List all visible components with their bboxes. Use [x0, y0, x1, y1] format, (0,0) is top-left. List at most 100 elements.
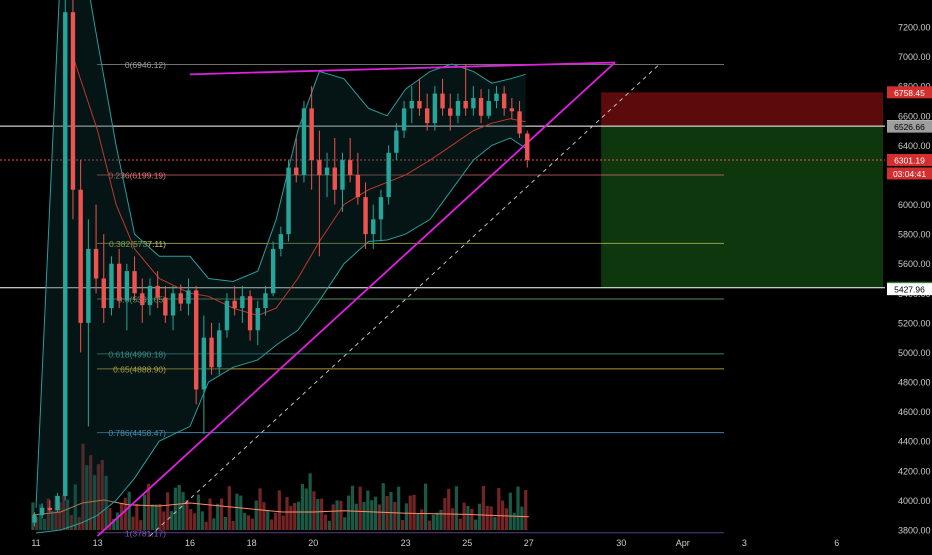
volume-bar	[450, 508, 455, 530]
candle-body	[394, 130, 399, 153]
volume-bar	[196, 494, 201, 530]
candle-body	[47, 507, 53, 511]
volume-bar	[373, 496, 378, 530]
volume-bar	[520, 506, 524, 530]
volume-bar	[223, 516, 228, 530]
volume-bar	[85, 465, 89, 530]
y-tick-label: 4600.00	[898, 407, 931, 417]
volume-bar	[81, 443, 85, 530]
candle-body	[363, 197, 368, 235]
volume-bar	[166, 492, 170, 530]
volume-bar	[489, 506, 493, 530]
volume-bar	[277, 490, 281, 530]
price-label-bg	[887, 167, 932, 180]
volume-bar	[46, 498, 50, 530]
candle-body	[486, 100, 491, 116]
x-axis[interactable]: 11 13 16 18 20 23 25 27 30 Apr 3 6	[31, 538, 839, 548]
candle-body	[124, 271, 130, 301]
x-tick-label: 11	[31, 538, 40, 548]
volume-bar	[412, 494, 416, 530]
x-tick-label: 23	[401, 538, 411, 548]
fib-label: 0.786(4458.47)	[108, 428, 166, 438]
volume-bar	[266, 510, 270, 530]
candle-body	[309, 108, 314, 161]
indicators	[35, 0, 526, 534]
fib-label: 1(3781.17)	[125, 528, 166, 538]
volume-bar	[377, 504, 382, 530]
candle-body	[371, 219, 376, 235]
volume-bar	[447, 488, 451, 530]
volume-bars	[31, 443, 529, 530]
volume-bar	[239, 495, 243, 530]
x-tick-label: 16	[185, 538, 195, 548]
candle-body	[286, 167, 291, 235]
candle-body	[140, 293, 145, 306]
volume-bar	[323, 514, 328, 530]
volume-bar	[254, 500, 258, 530]
volume-bar	[154, 504, 158, 530]
volume-bar	[435, 512, 439, 530]
volume-bar	[431, 514, 435, 530]
horizontal-lines[interactable]	[0, 125, 885, 289]
x-tick-label: 25	[462, 538, 472, 548]
candle-body	[132, 271, 137, 294]
volume-bar	[404, 503, 408, 530]
candle-body	[55, 495, 60, 511]
volume-bar	[112, 518, 116, 530]
candle-body	[471, 98, 476, 109]
volume-bar	[470, 508, 474, 530]
price-label-bg	[887, 153, 932, 166]
candle-body	[240, 296, 245, 309]
candle-body	[163, 297, 168, 316]
volume-bar	[62, 495, 66, 530]
candle-body	[501, 93, 507, 109]
volume-bar	[427, 520, 432, 530]
volume-bar	[458, 518, 462, 530]
volume-bar	[250, 518, 254, 530]
volume-bar	[50, 510, 54, 530]
volume-bar	[300, 483, 305, 530]
candle-body	[478, 98, 484, 116]
volume-bar	[162, 511, 166, 530]
y-tick-label: 4400.00	[898, 437, 931, 447]
volume-bar	[73, 484, 77, 530]
candle-body	[147, 285, 153, 306]
volume-bar	[219, 498, 224, 530]
volume-bar	[516, 486, 520, 530]
candle-body	[440, 93, 445, 109]
volume-bar	[258, 488, 262, 530]
volume-bar	[366, 490, 370, 530]
volume-bar	[104, 475, 108, 530]
candle-body	[263, 293, 268, 309]
price-label: 5427.96	[894, 285, 925, 295]
candle-body	[355, 174, 361, 198]
volume-bar	[108, 507, 112, 530]
volume-bar	[350, 485, 355, 530]
volume-bar	[262, 502, 266, 530]
candle-body	[324, 167, 330, 175]
x-tick-label: Apr	[676, 538, 690, 548]
candle-body	[317, 160, 322, 175]
volume-bar	[116, 512, 120, 530]
volume-bar	[92, 475, 97, 530]
volume-bar	[39, 504, 43, 530]
volume-bar	[289, 505, 293, 530]
volume-bar	[173, 487, 177, 530]
volume-bar	[193, 513, 197, 530]
volume-bar	[316, 498, 320, 530]
volume-bar	[347, 495, 351, 530]
price-label: 6758.45	[894, 88, 925, 98]
candle-body	[217, 330, 222, 368]
volume-bar	[335, 500, 339, 530]
volume-bar	[123, 497, 127, 530]
candle-body	[294, 167, 299, 175]
volume-bar	[227, 486, 231, 530]
volume-bar	[420, 509, 424, 530]
x-tick-label: 3	[742, 538, 747, 548]
volume-bar	[235, 493, 239, 530]
candles	[32, 0, 530, 527]
candle-body	[270, 248, 276, 294]
position-zones	[601, 92, 883, 288]
